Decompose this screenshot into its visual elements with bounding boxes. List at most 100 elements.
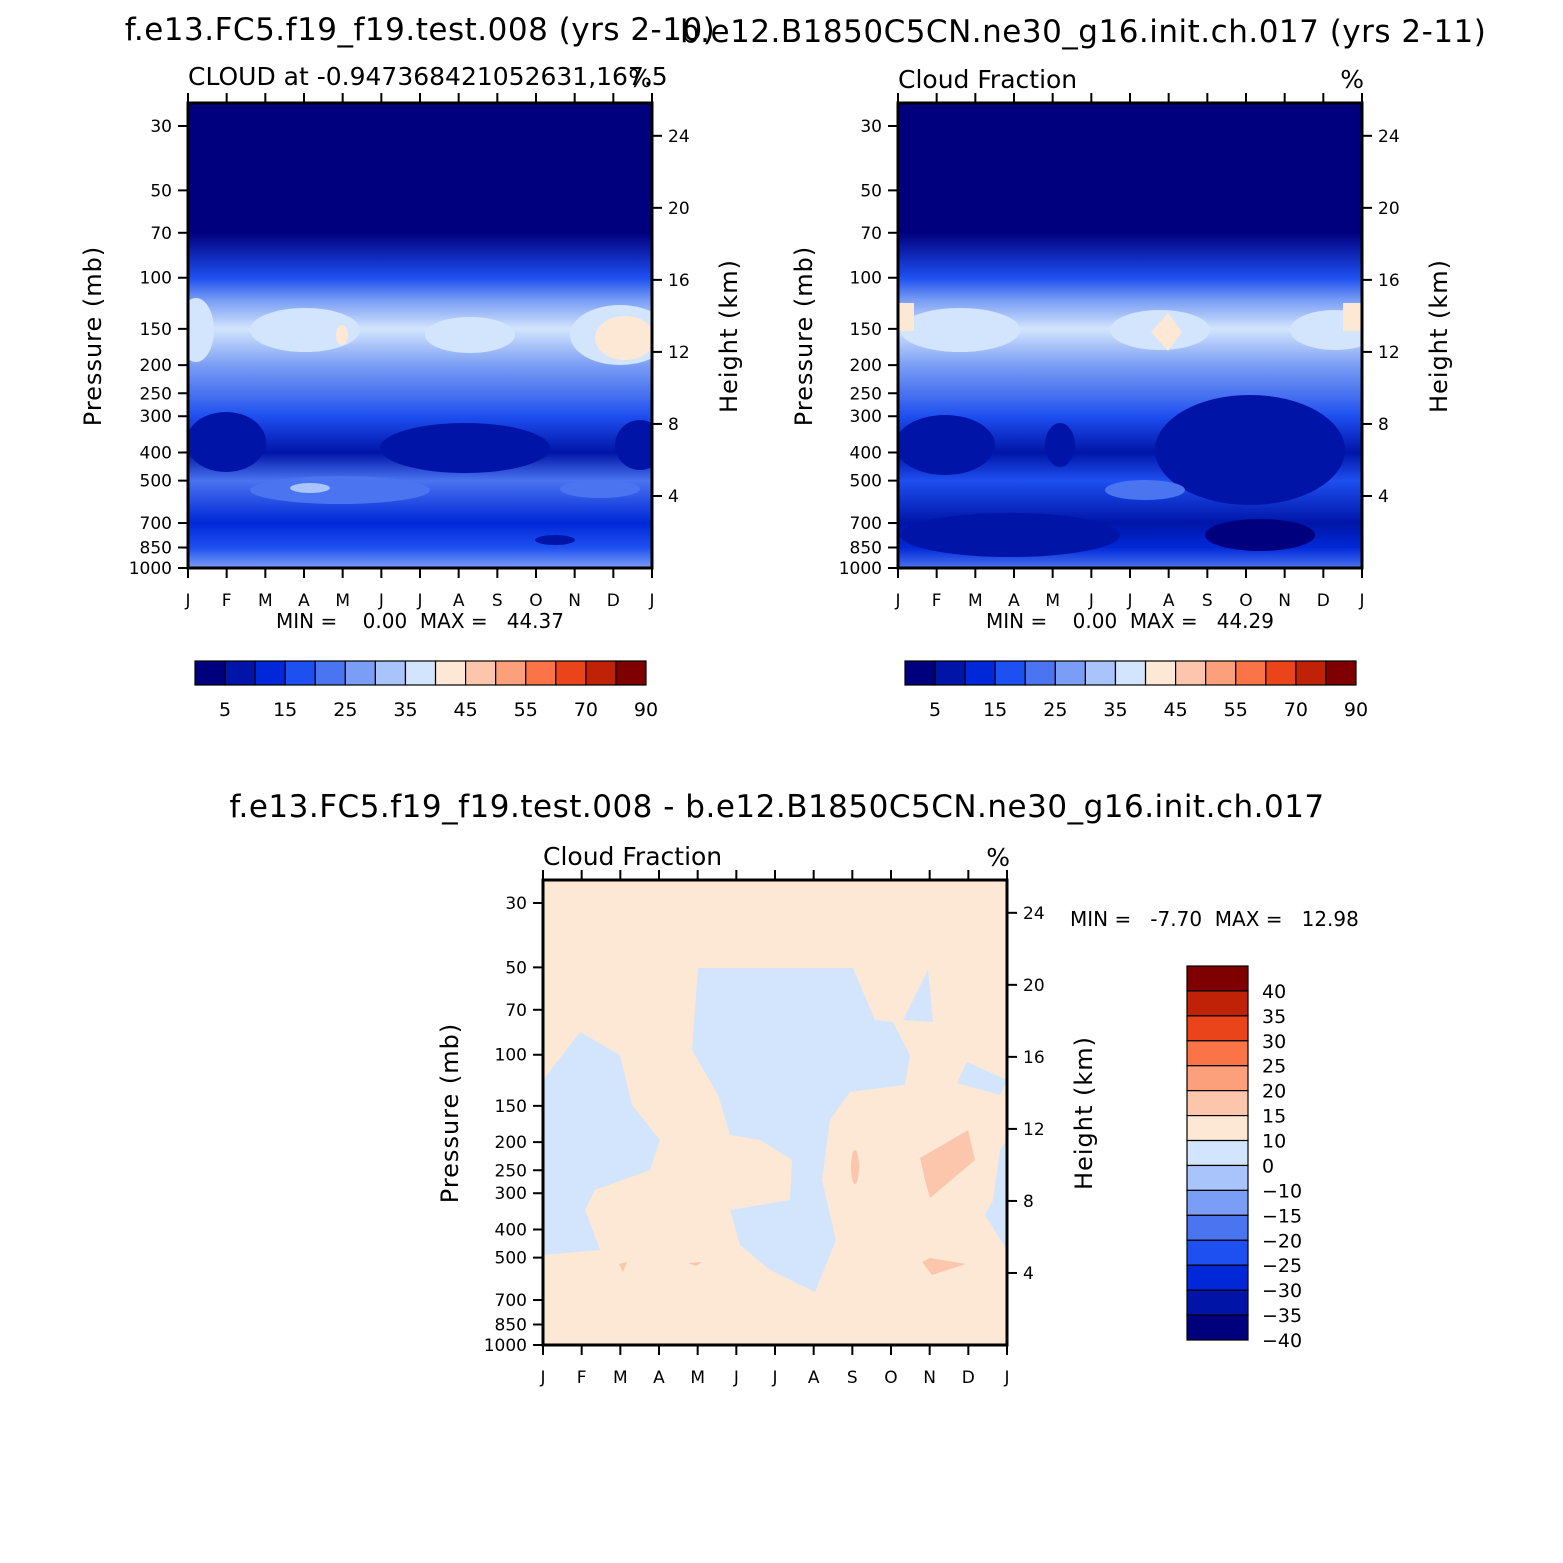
test-ytick-label-500: 500 (140, 472, 172, 492)
difference-colorbar-box-1 (1186, 990, 1249, 1017)
test-colorbar-box-6 (374, 660, 407, 686)
control-colorbar-box-2 (964, 660, 996, 686)
difference-panel-units: % (986, 843, 1010, 872)
control-ytick-label-400: 400 (850, 443, 882, 463)
control-colorbar-label-2: 25 (1043, 699, 1067, 721)
difference-colorbar-box-5 (1186, 1090, 1249, 1117)
difference-xtick-label-9: O (884, 1368, 897, 1388)
test-panel: f.e13.FC5.f19_f19.test.008 (yrs 2-10) CL… (79, 12, 743, 721)
test-ytick-label-400: 400 (140, 443, 172, 463)
difference-panel-header: f.e13.FC5.f19_f19.test.008 - b.e12.B1850… (229, 789, 1324, 825)
control-colorbar-box-7 (1114, 660, 1147, 686)
difference-y2tick-label-20: 20 (1023, 976, 1045, 996)
test-ytick-label-30: 30 (150, 117, 172, 137)
test-panel-header: f.e13.FC5.f19_f19.test.008 (yrs 2-10) (125, 12, 716, 48)
control-xtick-label-10: N (1278, 591, 1291, 611)
control-minmax: MIN = 0.00 MAX = 44.29 (986, 609, 1274, 633)
control-contour-peak-aug (1151, 313, 1182, 351)
test-ylabel: Pressure (mb) (79, 246, 107, 426)
control-ytick-label-1000: 1000 (839, 559, 882, 579)
test-xtick-label-6: J (416, 591, 422, 611)
test-xtick-label-9: O (529, 591, 542, 611)
control-xtick-label-2: M (968, 591, 983, 611)
difference-y2tick-label-12: 12 (1023, 1120, 1045, 1140)
test-colorbar: 5 15 25 35 45 55 70 90 (194, 660, 658, 721)
difference-xtick-label-1: F (577, 1368, 587, 1388)
test-contour-uppercloud-jan (188, 298, 214, 362)
test-colorbar-box-10 (495, 660, 527, 686)
difference-colorbar-label-14: −40 (1262, 1330, 1302, 1352)
test-colorbar-label-7: 90 (634, 699, 658, 721)
test-xtick-label-5: J (378, 591, 384, 611)
difference-ytick-label-500: 500 (495, 1249, 527, 1269)
test-colorbar-box-13 (585, 660, 617, 686)
control-y2tick-label-16: 16 (1378, 271, 1400, 291)
test-contour-peak-apr (336, 325, 348, 345)
difference-colorbar-box-0 (1186, 965, 1249, 992)
test-panel-title: CLOUD at -0.947368421052631,167.5 (188, 62, 668, 91)
control-colorbar-box-6 (1084, 660, 1117, 686)
control-colorbar-box-14 (1325, 660, 1357, 686)
difference-xtick-label-2: M (613, 1368, 628, 1388)
difference-colorbar-box-8 (1186, 1164, 1249, 1192)
control-y2tick-label-12: 12 (1378, 343, 1400, 363)
control-xtick-label-7: A (1163, 591, 1175, 611)
difference-ytick-label-300: 300 (495, 1184, 527, 1204)
difference-xtick-label-6: J (771, 1368, 777, 1388)
difference-negative-region-dec (957, 1062, 1007, 1095)
control-contour-midmin-feb (898, 415, 995, 475)
difference-y2label: Height (km) (1070, 1036, 1098, 1190)
difference-ytick-label-1000: 1000 (484, 1336, 527, 1356)
control-xtick-label-4: M (1045, 591, 1060, 611)
difference-colorbar-box-12 (1186, 1264, 1249, 1291)
difference-colorbar-label-12: −30 (1262, 1280, 1302, 1302)
control-ytick-label-300: 300 (850, 407, 882, 427)
difference-xtick-label-4: M (690, 1368, 705, 1388)
difference-plot-area (543, 880, 1007, 1345)
test-contour-midmin-jan (188, 412, 266, 472)
test-ytick-label-100: 100 (140, 269, 172, 289)
control-ytick-label-850: 850 (850, 539, 882, 559)
test-colorbar-box-9 (465, 660, 497, 686)
difference-ytick-label-250: 250 (495, 1161, 527, 1181)
test-contour-lowmax-dec (560, 480, 640, 498)
control-ytick-label-700: 700 (850, 514, 882, 534)
test-contour-midmin-dec (615, 420, 652, 470)
test-colorbar-label-5: 55 (514, 699, 538, 721)
test-colorbar-label-1: 15 (273, 699, 297, 721)
difference-negative-region-jan (543, 1032, 660, 1255)
test-xtick-label-0: J (184, 591, 190, 611)
control-panel-title: Cloud Fraction (898, 65, 1077, 94)
test-y2tick-label-4: 4 (668, 487, 679, 507)
control-xtick-label-9: O (1239, 591, 1252, 611)
difference-y2tick-label-4: 4 (1023, 1264, 1034, 1284)
test-contour-lowmax-apr-core (290, 483, 330, 493)
control-contour-midmin-may (1045, 423, 1075, 467)
control-xtick-label-12: J (1358, 591, 1364, 611)
difference-colorbar-label-3: 25 (1262, 1056, 1286, 1078)
difference-colorbar-label-9: −15 (1262, 1205, 1302, 1227)
difference-ytick-label-150: 150 (495, 1097, 527, 1117)
test-ytick-label-300: 300 (140, 407, 172, 427)
test-colorbar-box-3 (284, 660, 316, 686)
control-y2tick-label-24: 24 (1378, 127, 1400, 147)
test-colorbar-box-7 (404, 660, 437, 686)
test-colorbar-box-12 (555, 660, 587, 686)
control-colorbar-box-0 (904, 660, 936, 686)
control-colorbar-box-8 (1144, 660, 1177, 686)
difference-negative-region-jan2 (985, 1140, 1007, 1250)
test-xtick-label-1: F (222, 591, 232, 611)
difference-xtick-label-8: S (847, 1368, 858, 1388)
test-ytick-label-200: 200 (140, 356, 172, 376)
test-contour-lowmax-apr (250, 476, 430, 504)
test-xtick-label-8: S (492, 591, 503, 611)
test-plot-area (188, 103, 652, 568)
difference-colorbar-label-11: −25 (1262, 1255, 1302, 1277)
difference-colorbar-box-14 (1186, 1314, 1249, 1341)
control-colorbar-box-9 (1174, 660, 1207, 686)
difference-colorbar-label-7: 0 (1262, 1155, 1274, 1177)
control-colorbar-box-4 (1024, 660, 1056, 686)
difference-ytick-label-400: 400 (495, 1220, 527, 1240)
control-xtick-label-6: J (1126, 591, 1132, 611)
